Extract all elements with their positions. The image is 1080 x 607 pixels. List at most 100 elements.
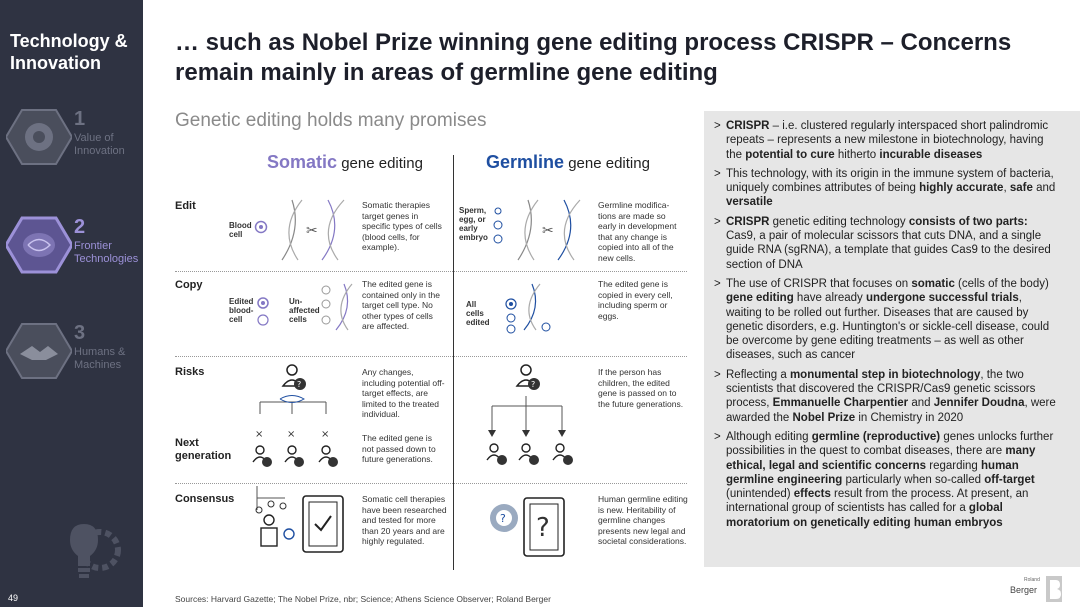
germ-cells-icon [493,207,503,244]
germline-heading-rest: gene editing [564,155,650,172]
somatic-edit-text: Somatic therapies target genes in specif… [362,200,442,252]
unaffected-cells-label: Un-affected cells [289,297,320,324]
germline-heading-highlight: Germline [486,152,565,172]
nav-item-value-of-innovation[interactable]: 1 Value of Innovation [6,108,143,178]
nav-item-frontier-technologies[interactable]: 2 Frontier Technologies [6,216,143,286]
bullet-bold-text: undergone successful trials [865,292,1019,305]
bullet-text: particularly when so-called [842,473,985,486]
logo-line1: Roland [1024,577,1040,583]
bullet-text: , waiting to be rolled out further. Dise… [726,292,1050,362]
svg-text:?: ? [500,512,506,525]
roland-berger-logo: Roland Berger [1008,576,1068,604]
page-number: 49 [8,593,19,603]
panel-bullet: CRISPR – i.e. clustered regularly inters… [714,119,1060,162]
edited-blood-cell-label: Edited blood-cell [229,297,254,324]
bullet-text: Although editing [726,430,812,443]
bullet-text: The use of CRISPR that focuses on [726,277,912,290]
bullet-bold-text: off-target [984,473,1035,486]
row-label-copy: Copy [175,279,203,291]
somatic-heading-highlight: Somatic [267,152,338,172]
bullet-bold-text: effects [793,488,831,501]
bullet-bold-text: many ethical, legal and scientific conce… [726,445,1036,472]
germline-edit-text: Germline modifica-tions are made so earl… [598,200,677,263]
svg-text:×: × [255,429,263,440]
uncertain-clipboard-icon: ? ? [490,497,565,557]
bullet-bold-text: human germline engineering [726,459,1019,486]
blood-cell-icon [254,220,268,234]
svg-text:×: × [287,429,295,440]
bullet-bold-text: Jennifer Doudna [933,397,1025,410]
handshake-hex-icon [6,323,72,379]
germline-copy-text: The edited gene is copied in every cell,… [598,279,673,321]
somatic-next-text: The edited gene is not passed down to fu… [362,433,436,464]
row-label-edit: Edit [175,200,196,212]
dna-scissors-icon: ✂ [281,199,345,261]
bullet-bold-text: germline (reproductive) [811,430,941,443]
germline-heading: Germline gene editing [486,152,650,173]
bullet-bold-text: monumental step in biotechnology [789,368,981,381]
bullet-bold-text: somatic [911,277,955,290]
nav-label: Value of Innovation [74,132,125,157]
bullet-bold-text: gene editing [726,292,794,305]
bullet-text: genes unlocks further possibilities in t… [726,430,1054,458]
bullet-text: in Chemistry in 2020 [855,411,964,424]
svg-text:?: ? [536,513,550,543]
panel-bullet: Although editing germline (reproductive)… [714,430,1060,530]
row-divider [175,356,687,357]
germline-consensus-text: Human germline editing is new. Heritabil… [598,494,688,546]
bullet-text: hitherto [834,148,880,161]
svg-text:✂: ✂ [306,223,318,239]
sidebar: Technology & Innovation 1 Value of Innov… [0,0,143,607]
row-label-next-generation: Next generation [175,437,232,462]
key-facts-panel: CRISPR – i.e. clustered regularly inters… [704,111,1080,567]
svg-text:?: ? [531,380,535,389]
research-clipboard-icon [255,486,344,553]
bullet-text: , [1003,182,1010,195]
bullet-text: result from the process. At present, an … [726,488,1029,515]
somatic-inheritance-diagram: ? × × × [252,364,338,467]
all-cells-edited-icon [505,283,551,334]
row-label-risks: Risks [175,366,205,378]
svg-text:?: ? [297,380,301,389]
blood-cell-label: Blood cell [229,221,252,239]
bullet-bold-text: CRISPR [726,120,770,132]
bullet-text: , the two scientists that discovered the… [726,368,1036,410]
somatic-consensus-text: Somatic cell therapies have been researc… [362,494,447,546]
bullet-text: (cells of the body) [954,277,1049,290]
nav-item-humans-machines[interactable]: 3 Humans & Machines [6,322,143,392]
bullet-text: – i.e. clustered regularly interspaced s… [726,120,1049,161]
column-divider [453,155,454,570]
row-divider [175,483,687,484]
bullet-bold-text: potential to cure [745,148,835,161]
bullet-bold-text: versatile [726,196,773,209]
germline-inheritance-diagram: ? [486,364,573,465]
nav-number: 2 [74,216,86,238]
brain-hex-icon [6,216,72,274]
bullet-bold-text: consists of two parts: [908,215,1028,228]
bullet-text: regarding [926,459,982,472]
page-title: … such as Nobel Prize winning gene editi… [175,29,1012,86]
svg-text:×: × [321,429,329,440]
logo-mark-icon [1046,576,1062,602]
unaffected-cells-icon [321,283,353,331]
somatic-heading: Somatic gene editing [267,152,423,173]
bullet-text: Reflecting a [726,368,790,381]
panel-bullet: This technology, with its origin in the … [714,167,1060,210]
somatic-heading-rest: gene editing [337,155,423,172]
page-subtitle: Genetic editing holds many promises [175,110,487,131]
row-label-consensus: Consensus [175,493,235,505]
somatic-risks-text: Any changes, including potential off-tar… [362,367,445,419]
nav-number: 1 [74,108,86,130]
panel-bullet: The use of CRISPR that focuses on somati… [714,277,1060,363]
bullet-bold-text: Emmanuelle Charpentier [772,397,909,410]
lightbulb-gear-icon [70,524,121,578]
bullet-text: genetic editing technology [769,215,909,228]
panel-bullet: CRISPR genetic editing technology consis… [714,215,1060,272]
edited-cell-icon [257,297,269,326]
bullet-bold-text: highly accurate [919,182,1004,195]
dna-scissors-germline-icon: ✂ [517,199,581,261]
panel-bullet: Reflecting a monumental step in biotechn… [714,368,1060,425]
nav-label: Humans & Machines [74,346,126,371]
bullet-text: This technology, with its origin in the … [726,167,1054,195]
bullet-text: Cas9, a pair of molecular scissors that … [726,230,1051,271]
